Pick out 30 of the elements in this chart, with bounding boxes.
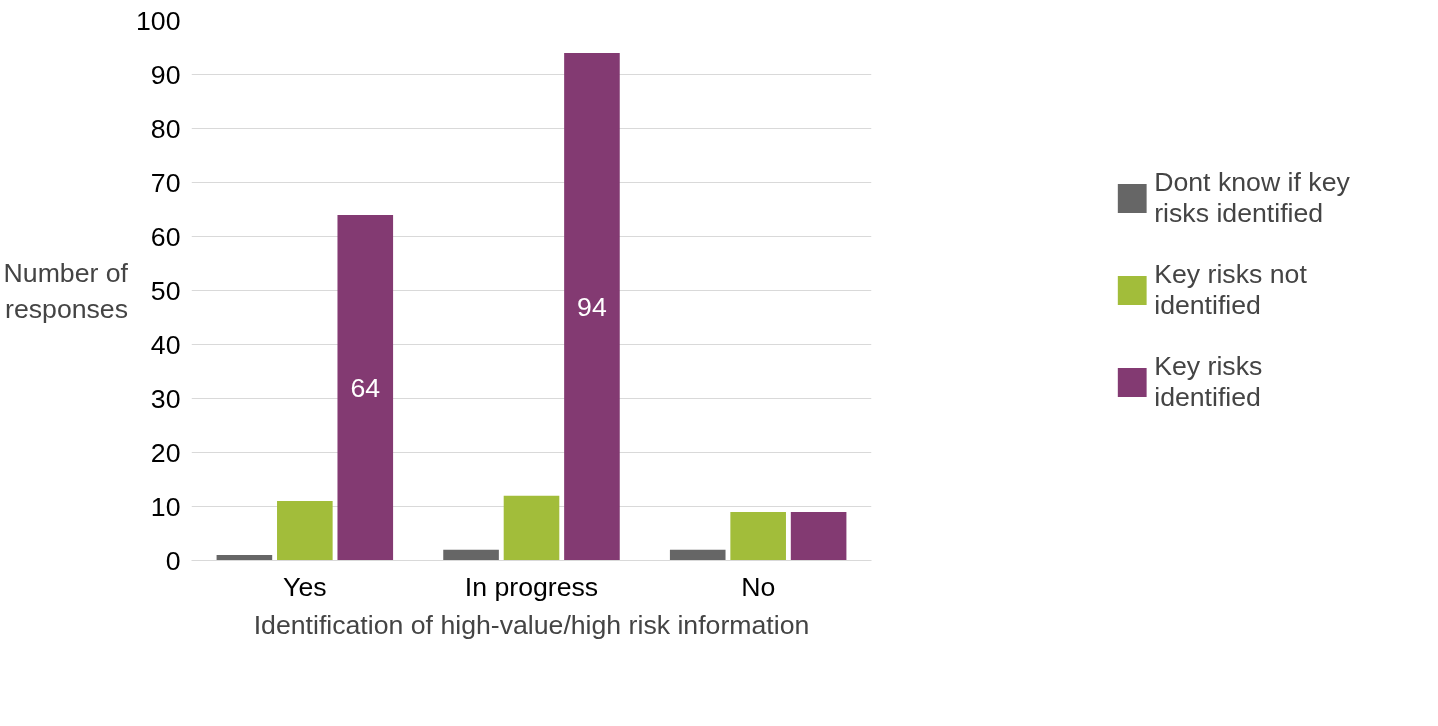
y-tick-label: 100 [136,5,181,36]
legend-label: Key risks not identified [1154,259,1307,321]
data-label: 64 [350,372,381,403]
bar [443,549,499,561]
x-axis-title: Identification of high-value/high risk information [253,609,810,640]
y-tick-label: 20 [150,437,181,468]
y-tick-label: 10 [150,491,181,522]
y-axis-title: Number of responses [3,257,129,324]
bar [564,52,620,561]
bar [669,549,726,561]
legend-label: Key risks identified [1154,351,1263,413]
bar [277,501,333,561]
y-tick-label: 90 [150,59,181,90]
bar [503,495,560,561]
bar [216,555,273,561]
bar [337,214,394,561]
bar [790,511,847,561]
x-tick-label: Yes [283,571,327,602]
y-tick-label: 80 [150,113,181,144]
x-tick-label: No [741,571,776,602]
x-tick-label: In progress [464,571,599,602]
y-tick-label: 70 [150,167,181,198]
y-tick-label: 60 [150,221,181,252]
y-tick-label: 50 [150,275,181,306]
data-label: 94 [577,291,607,322]
y-tick-label: 30 [150,383,181,414]
y-tick-label: 40 [150,329,181,360]
bar [730,511,786,561]
legend-label: Dont know if key risks identified [1154,167,1350,229]
y-tick-label: 0 [165,545,181,576]
